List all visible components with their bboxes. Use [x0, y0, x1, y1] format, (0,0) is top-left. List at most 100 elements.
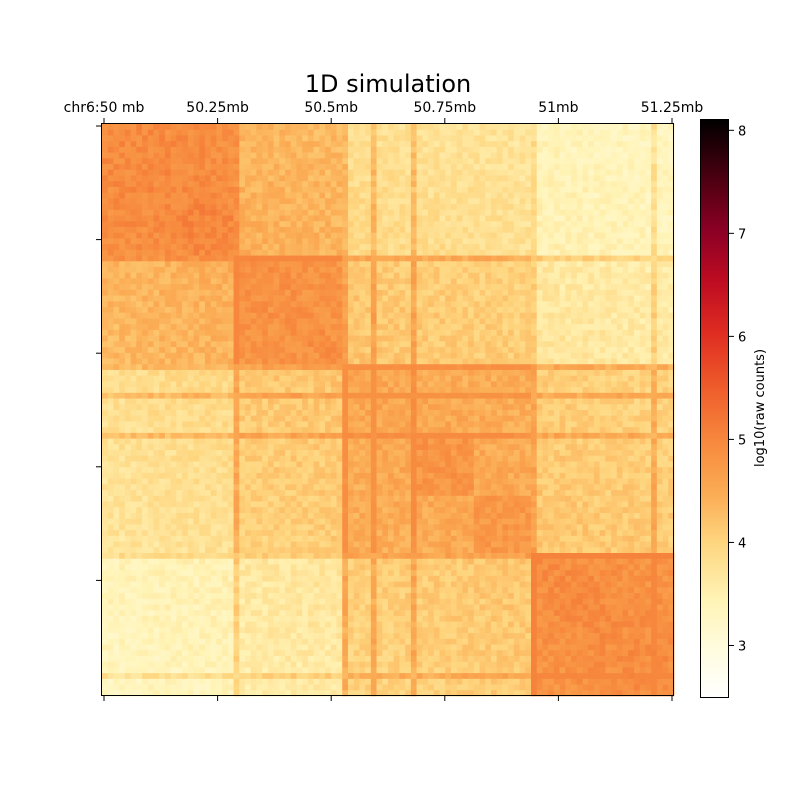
heatmap-cell [445, 175, 452, 182]
heatmap-cell [651, 307, 658, 314]
heatmap-cell [468, 324, 475, 331]
heatmap-cell [136, 369, 143, 377]
heatmap-cell [147, 158, 154, 165]
heatmap-cell [496, 152, 503, 159]
heatmap-cell [279, 307, 286, 314]
heatmap-cell [565, 295, 572, 302]
heatmap-cell [502, 364, 509, 371]
heatmap-cell [513, 341, 520, 348]
heatmap-cell [588, 352, 595, 359]
heatmap-cell [365, 164, 372, 171]
heatmap-cell [513, 169, 520, 176]
heatmap-cell [119, 221, 126, 228]
heatmap-cell [553, 381, 560, 388]
heatmap-cell [485, 358, 492, 365]
heatmap-cell [325, 209, 332, 216]
heatmap-cell [164, 186, 171, 193]
heatmap-cell [410, 204, 417, 211]
heatmap-cell [182, 226, 189, 234]
heatmap-cell [216, 232, 223, 239]
heatmap-cell [222, 238, 229, 245]
heatmap-cell [376, 381, 383, 388]
heatmap-cell [187, 244, 194, 251]
heatmap-cell [256, 278, 263, 285]
heatmap-cell [616, 158, 623, 165]
heatmap-cell [525, 249, 532, 256]
heatmap-cell [296, 181, 303, 188]
heatmap-cell [462, 255, 469, 262]
heatmap-cell [313, 324, 320, 331]
heatmap-cell [450, 169, 457, 176]
heatmap-cell [490, 278, 498, 285]
heatmap-cell [456, 152, 463, 159]
heatmap-cell [147, 295, 154, 302]
heatmap-cell [142, 284, 149, 291]
heatmap-cell [651, 244, 658, 251]
heatmap-cell [576, 186, 583, 193]
heatmap-cell [376, 192, 383, 199]
heatmap-cell [330, 375, 337, 382]
heatmap-cell [645, 169, 652, 176]
heatmap-cell [479, 375, 486, 382]
heatmap-cell [256, 164, 263, 171]
heatmap-cell [508, 232, 515, 239]
heatmap-cell [422, 278, 429, 285]
heatmap-cell [302, 238, 309, 245]
heatmap-cell [542, 169, 549, 176]
heatmap-cell [651, 181, 658, 188]
heatmap-cell [428, 347, 435, 354]
heatmap-cell [605, 284, 612, 291]
heatmap-cell [250, 221, 257, 228]
heatmap-cell [439, 232, 446, 239]
heatmap-cell [588, 255, 595, 262]
heatmap-cell [428, 255, 435, 262]
heatmap-cell [107, 175, 114, 182]
heatmap-cell [279, 244, 286, 251]
heatmap-cell [405, 289, 412, 296]
heatmap-cell [410, 209, 417, 216]
heatmap-cell [593, 129, 600, 136]
heatmap-cell [147, 175, 154, 182]
heatmap-cell [605, 358, 612, 365]
heatmap-cell [233, 295, 240, 302]
heatmap-cell [216, 221, 223, 228]
heatmap-cell [468, 392, 475, 399]
heatmap-cell [645, 387, 652, 394]
heatmap-cell [508, 204, 515, 211]
heatmap-cell [531, 284, 538, 291]
heatmap-cell [428, 204, 435, 211]
heatmap-cell [410, 146, 417, 153]
heatmap-cell [439, 186, 446, 193]
heatmap-cell [599, 226, 606, 234]
heatmap-cell [336, 215, 343, 222]
heatmap-cell [370, 335, 377, 342]
heatmap-cell [204, 204, 212, 211]
heatmap-cell [370, 364, 377, 371]
heatmap-cell [571, 261, 578, 268]
heatmap-cell [496, 272, 503, 279]
heatmap-cell [422, 369, 429, 377]
heatmap-cell [513, 295, 520, 302]
heatmap-cell [187, 209, 194, 216]
heatmap-cell [342, 249, 349, 256]
heatmap-cell [536, 267, 543, 274]
heatmap-cell [382, 255, 389, 262]
heatmap-cell [399, 238, 406, 245]
heatmap-cell [210, 146, 217, 153]
heatmap-cell [405, 364, 412, 371]
heatmap-cell [382, 209, 389, 216]
heatmap-cell [399, 284, 406, 291]
heatmap-cell [307, 204, 314, 211]
heatmap-cell [267, 232, 274, 239]
heatmap-cell [473, 221, 480, 228]
heatmap-cell [176, 329, 183, 336]
heatmap-cell [353, 221, 360, 228]
heatmap-cell [187, 261, 194, 268]
heatmap-cell [107, 221, 114, 228]
heatmap-cell [450, 289, 457, 296]
heatmap-cell [107, 272, 114, 279]
heatmap-cell [508, 129, 515, 136]
heatmap-cell [290, 289, 297, 296]
heatmap-cell [233, 284, 240, 291]
heatmap-cell [130, 175, 137, 182]
